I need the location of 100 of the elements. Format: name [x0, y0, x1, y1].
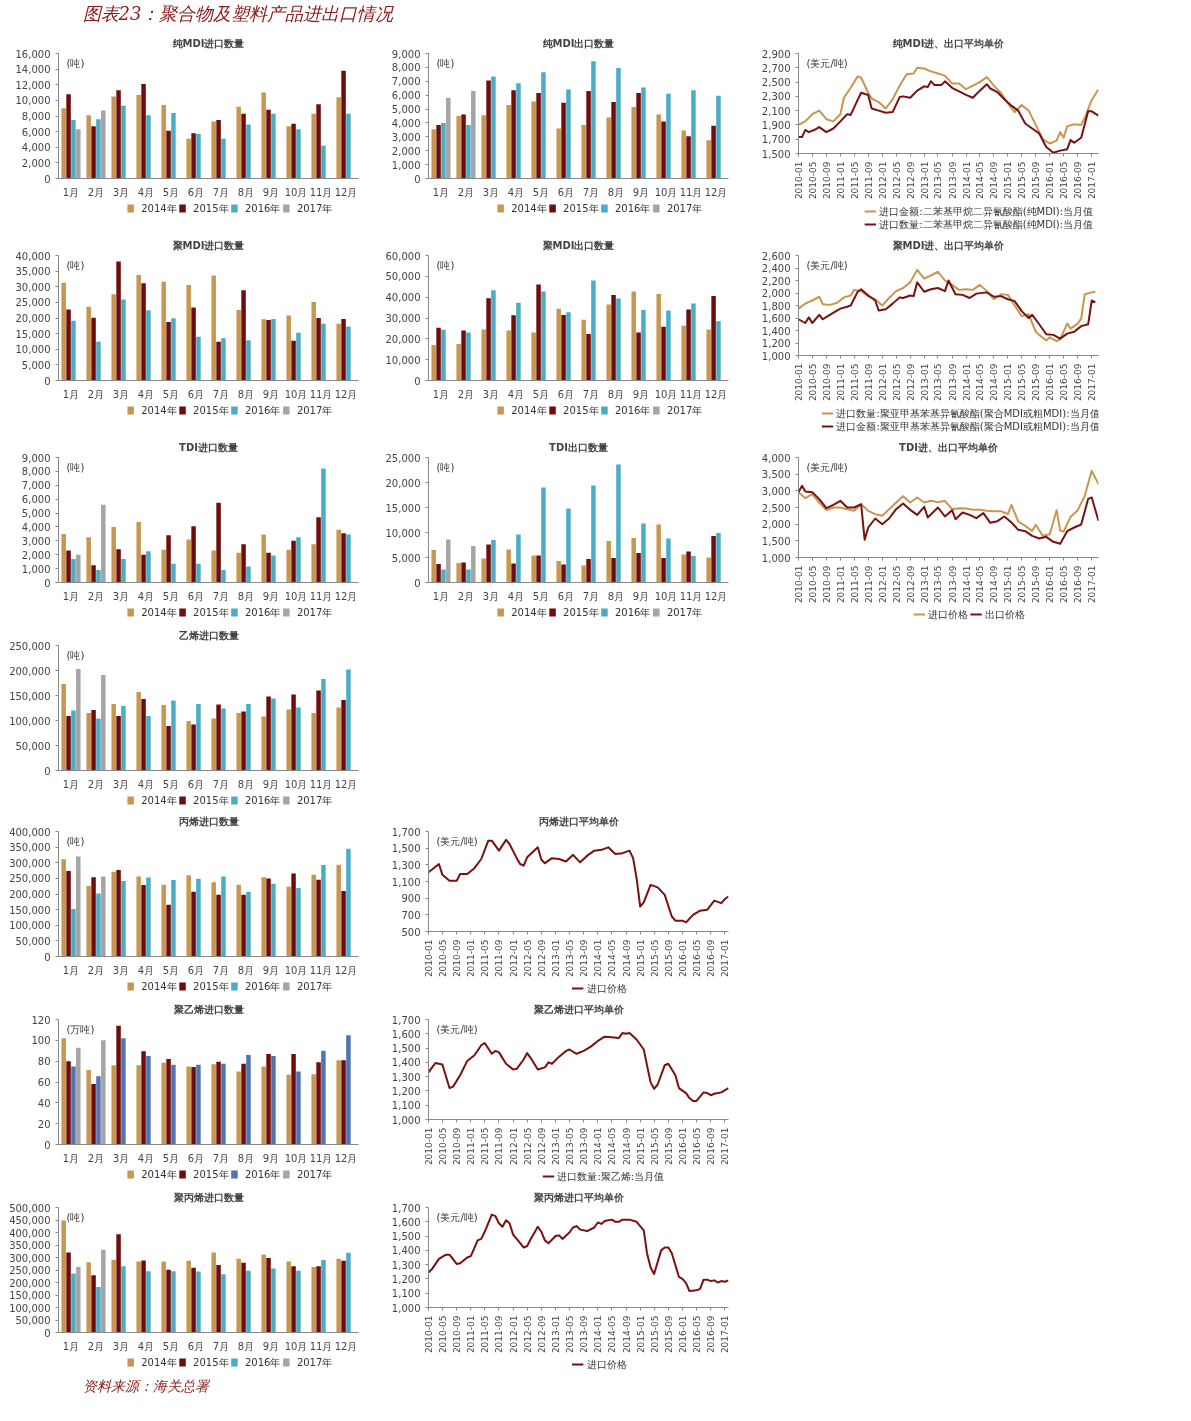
bar [556, 308, 561, 381]
x-tick-label: 1月 [62, 964, 80, 976]
x-tick-label: 2014-09 [989, 161, 1000, 200]
y-tick-label: 1,400 [391, 1057, 421, 1069]
bar [636, 93, 641, 179]
x-tick-label: 2016-05 [692, 939, 703, 978]
y-tick-label: 2,700 [761, 62, 791, 74]
bar [436, 125, 441, 179]
bar [221, 1063, 226, 1145]
y-tick-label: 1,300 [391, 1259, 421, 1271]
x-tick-label: 4月 [507, 388, 525, 400]
bar [346, 534, 351, 583]
bar [191, 307, 196, 381]
bar [706, 140, 711, 179]
x-tick-label: 2014-01 [961, 565, 972, 604]
y-axis-title: (吨) [66, 649, 85, 661]
x-tick-label: 2013-05 [564, 1315, 575, 1354]
y-tick-label: 1,100 [391, 876, 421, 888]
legend-label: 2017年 [666, 203, 703, 214]
bar [336, 864, 341, 957]
x-tick-label: 12月 [334, 590, 358, 602]
bar [101, 675, 106, 771]
x-tick-label: 2012-09 [536, 939, 547, 978]
bar [216, 894, 221, 957]
x-tick-label: 2011-05 [849, 161, 860, 200]
y-tick-label: 100,000 [9, 715, 51, 727]
bar [631, 538, 636, 583]
legend-label: 2016年 [244, 795, 281, 806]
x-tick-label: 2017-01 [720, 1127, 731, 1166]
y-tick-label: 300,000 [9, 857, 51, 869]
bar [216, 502, 221, 583]
bar [271, 318, 276, 381]
x-tick-label: 2010-01 [794, 161, 804, 200]
bar [91, 126, 96, 179]
y-tick-label: 150,000 [9, 690, 51, 702]
x-tick-label: 2月 [457, 388, 475, 400]
x-tick-label: 2014-01 [961, 363, 972, 402]
bar [266, 109, 271, 179]
bar [346, 669, 351, 771]
x-tick-label: 2011-05 [480, 939, 491, 978]
x-tick-label: 2011-05 [480, 1127, 491, 1166]
x-tick-label: 2011-09 [863, 161, 874, 200]
y-tick-label: 4,000 [391, 117, 421, 129]
bar [136, 1261, 141, 1333]
bar [261, 877, 266, 957]
x-tick-label: 2013-01 [919, 565, 930, 604]
x-tick-label: 2015-09 [663, 1127, 674, 1166]
x-tick-label: 2010-05 [807, 161, 818, 200]
y-tick-label: 500,000 [9, 1202, 51, 1214]
legend-label: 进口金额:聚亚甲基苯基异氰酸酯(聚合MDI或粗MDI):当月值 [836, 421, 1100, 432]
bar [481, 558, 486, 583]
bar [211, 718, 216, 771]
bar [341, 318, 346, 381]
chart-title: TDI出口数量 [549, 441, 608, 453]
x-tick-label: 3月 [112, 590, 130, 602]
chart-title: TDI进口数量 [179, 441, 238, 453]
bar [121, 1266, 126, 1333]
y-tick-label: 10,000 [15, 95, 51, 107]
x-tick-label: 2015-05 [649, 939, 660, 978]
x-tick-label: 2011-01 [835, 363, 846, 402]
legend-label: 2015年 [193, 1357, 229, 1368]
bar [711, 295, 716, 381]
x-tick-label: 2015-01 [635, 1315, 646, 1354]
bar [66, 550, 71, 583]
bar [491, 76, 496, 179]
legend-label: 2017年 [666, 405, 703, 416]
bar [91, 1084, 96, 1145]
x-tick-label: 10月 [284, 1340, 308, 1352]
bar [221, 338, 226, 381]
y-tick-label: 450,000 [9, 1215, 51, 1226]
bar [486, 80, 491, 179]
bar [66, 716, 71, 771]
bar [631, 106, 636, 179]
bar [116, 1234, 121, 1333]
bar [456, 116, 461, 179]
x-tick-label: 7月 [212, 388, 230, 400]
bar [536, 555, 541, 583]
bar [586, 334, 591, 381]
y-tick-label: 7,000 [391, 76, 421, 88]
x-tick-label: 2014-05 [975, 161, 986, 200]
x-tick-label: 3月 [482, 388, 500, 400]
legend-label: 2016年 [244, 607, 281, 618]
x-tick-label: 2011-09 [494, 939, 505, 978]
bar [111, 1065, 116, 1145]
y-tick-label: 14,000 [15, 64, 51, 76]
bar [336, 1258, 341, 1333]
x-tick-label: 2015-01 [1003, 161, 1014, 200]
x-tick-label: 2015-01 [635, 1127, 646, 1166]
bar [506, 330, 511, 381]
bar [96, 341, 101, 381]
y-tick-label: 200,000 [9, 889, 51, 900]
bar [271, 883, 276, 957]
y-axis-title: (美元/吨) [806, 57, 848, 69]
bar [286, 886, 291, 957]
x-tick-label: 6月 [187, 590, 205, 602]
y-tick-label: 400,000 [9, 826, 51, 838]
y-tick-label: 100 [31, 1035, 51, 1047]
text: 图表23：聚合物及塑料产品进出口情况 [82, 2, 395, 24]
bar [661, 326, 666, 381]
bar [511, 563, 516, 583]
